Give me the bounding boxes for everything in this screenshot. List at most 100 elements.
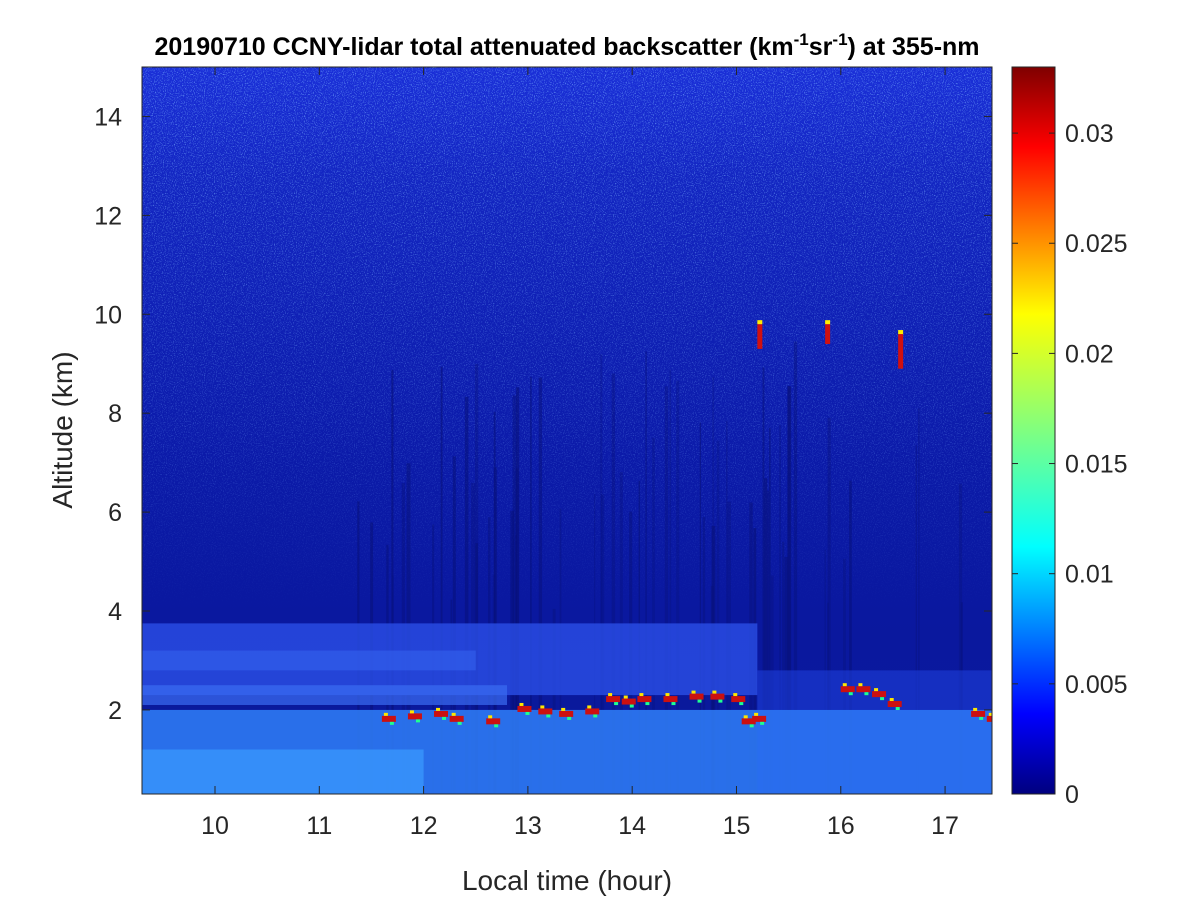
cloud-edge: [519, 702, 524, 706]
cloud-edge: [623, 695, 628, 699]
dropout-streak: [767, 490, 770, 794]
dropout-streak: [915, 445, 917, 794]
cloud-edge: [979, 716, 984, 720]
cloud-edge: [749, 724, 754, 728]
x-tick-label: 11: [306, 812, 332, 840]
cloud-edge: [451, 712, 456, 716]
cloud-edge: [864, 692, 869, 696]
cloud-return: [971, 710, 986, 717]
dropout-streak: [793, 341, 798, 794]
dropout-streak: [782, 541, 785, 794]
cloud-edge: [629, 704, 634, 708]
cloud-return: [407, 713, 422, 720]
x-tick-label: 14: [618, 812, 646, 840]
cloud-edge: [754, 712, 759, 716]
y-tick-label: 14: [94, 103, 122, 131]
cloud-return: [872, 691, 887, 698]
y-tick-label: 8: [108, 400, 122, 428]
dropout-streak: [827, 417, 831, 794]
y-axis-ticks: 2 4 6 8 10 12 14: [94, 103, 992, 725]
cloud-edge: [889, 698, 894, 702]
cloud-edge: [995, 722, 999, 725]
colorbar-tick-label: 0.015: [1065, 451, 1128, 479]
bl-late-surface: [757, 709, 992, 794]
colorbar-tick-label: 0.005: [1065, 671, 1128, 699]
dropout-streak: [918, 408, 920, 794]
cloud-edge: [561, 707, 566, 711]
cloud-edge: [593, 714, 598, 718]
cloud-return: [710, 693, 725, 700]
bl-lower-band: [142, 685, 508, 705]
dropout-streak: [611, 373, 616, 794]
dropout-streak: [716, 440, 720, 794]
bl-mid-band: [142, 650, 476, 671]
colorbar-ticks: 0 0.005 0.01 0.015 0.02 0.025 0.03: [1012, 120, 1128, 809]
cloud-return: [381, 715, 396, 722]
cloud-edge: [488, 715, 493, 719]
cloud-edge: [546, 714, 551, 718]
cloud-edge: [895, 707, 900, 711]
y-tick-label: 2: [108, 697, 122, 725]
cloud-edge: [540, 705, 545, 709]
cloud-edge: [436, 707, 441, 711]
cirrus-return: [757, 324, 763, 349]
cloud-edge: [389, 721, 394, 725]
cloud-edge: [733, 693, 738, 697]
cloud-edge: [383, 712, 388, 716]
dropout-streak: [645, 351, 647, 794]
cloud-return: [731, 696, 746, 703]
dropout-streak: [464, 396, 469, 794]
cloud-return: [449, 715, 464, 722]
dropout-streak: [669, 369, 672, 794]
cloud-return: [538, 708, 553, 715]
dropout-streak: [779, 425, 781, 794]
dropout-streak: [699, 422, 702, 794]
cloud-edge: [988, 712, 992, 716]
y-tick-label: 6: [108, 499, 122, 527]
cloud-return: [434, 710, 449, 717]
colorbar: [1011, 66, 1056, 795]
cloud-return: [517, 705, 532, 712]
colorbar-tick-label: 0.03: [1065, 120, 1114, 148]
dropout-streak: [787, 386, 792, 794]
y-tick-label: 10: [94, 301, 122, 329]
x-tick-label: 15: [723, 812, 751, 840]
y-axis-title: Altitude (km): [47, 351, 78, 508]
x-tick-label: 13: [514, 812, 542, 840]
cirrus-top: [825, 320, 831, 325]
cloud-edge: [842, 683, 847, 687]
dropout-streak: [726, 420, 728, 794]
dropout-streak: [600, 354, 603, 794]
x-axis-ticks: 10 11 12 13 14 15 16 17: [201, 67, 959, 840]
cloud-return: [637, 696, 652, 703]
cloud-edge: [614, 702, 619, 706]
cloud-edge: [712, 690, 717, 694]
cloud-edge: [457, 721, 462, 725]
cloud-return: [486, 718, 501, 725]
dropout-streak: [474, 363, 479, 794]
cloud-edge: [671, 702, 676, 706]
dropout-streak: [512, 395, 517, 794]
dropout-streak: [676, 380, 680, 794]
cloud-edge: [409, 710, 414, 714]
cirrus-return: [898, 334, 904, 369]
x-tick-label: 12: [410, 812, 438, 840]
bl-surface-bright: [142, 749, 424, 794]
cloud-return: [606, 696, 621, 703]
colorbar-tick-label: 0: [1065, 781, 1079, 809]
cloud-edge: [415, 719, 420, 723]
x-tick-label: 10: [201, 812, 229, 840]
dropout-streak: [652, 437, 655, 794]
cloud-edge: [739, 702, 744, 706]
dropout-streak: [769, 427, 771, 794]
cloud-return: [856, 686, 871, 693]
cloud-edge: [645, 702, 650, 706]
cloud-edge: [567, 716, 572, 720]
cloud-edge: [494, 724, 499, 728]
cloud-edge: [858, 683, 863, 687]
plot-frame: [141, 66, 993, 795]
dropout-streak: [440, 366, 443, 794]
dropout-streak: [516, 387, 520, 794]
cloud-edge: [973, 707, 978, 711]
